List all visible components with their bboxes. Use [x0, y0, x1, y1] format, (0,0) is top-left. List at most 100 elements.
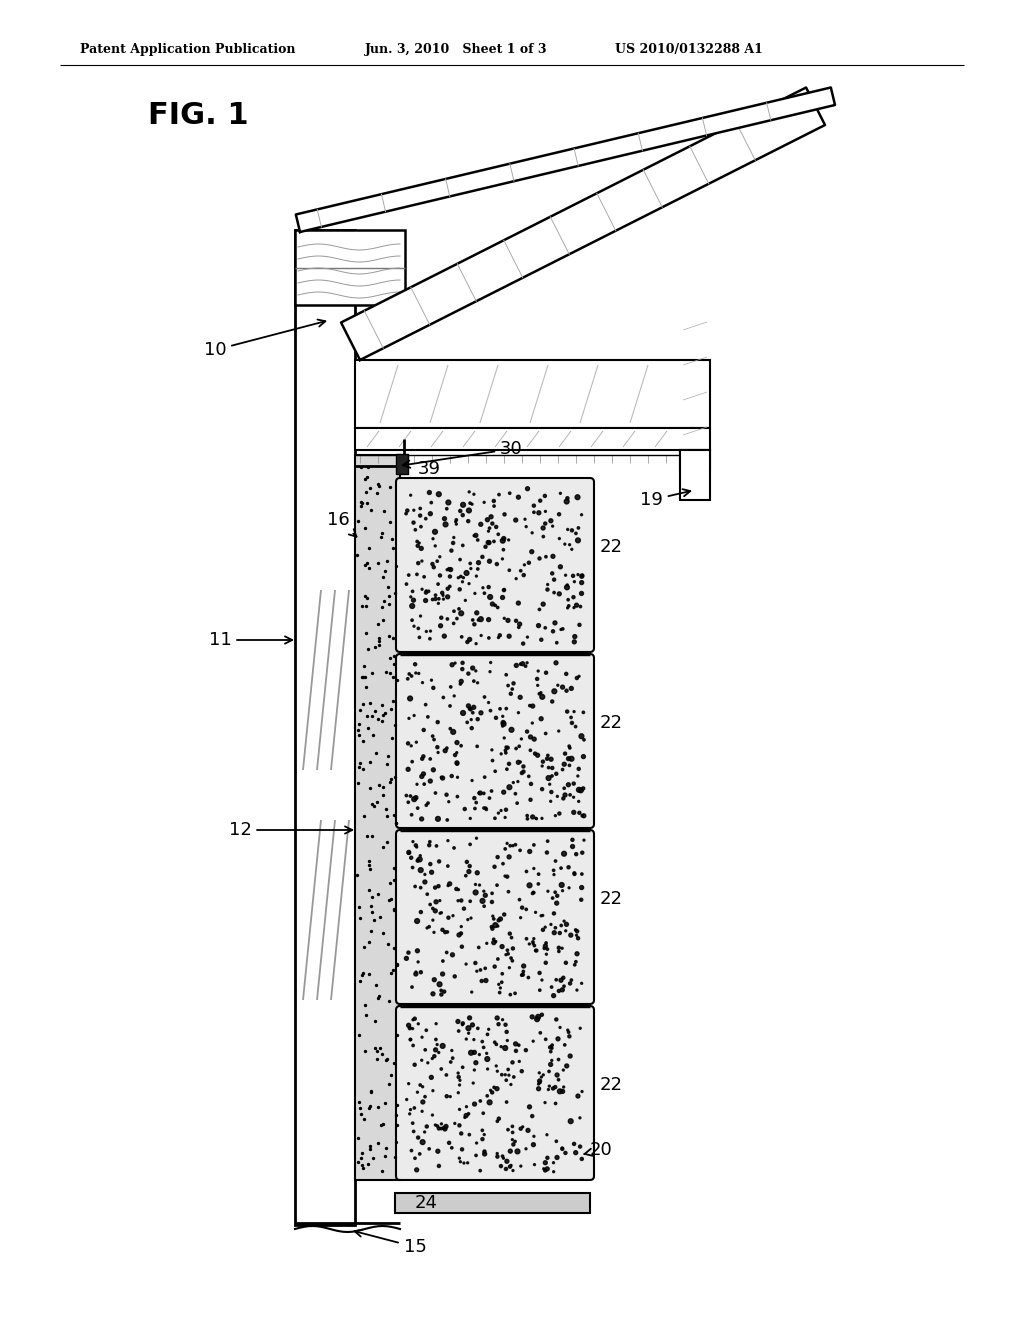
Point [427, 536, 443, 557]
Point [529, 668, 546, 689]
Point [502, 836, 518, 857]
Point [388, 954, 404, 975]
Point [457, 799, 473, 820]
Point [546, 569, 562, 590]
Point [569, 529, 586, 550]
Point [451, 568, 467, 589]
Point [548, 763, 564, 784]
Point [455, 652, 471, 673]
Point [492, 698, 508, 719]
Point [476, 492, 493, 513]
Point [452, 1098, 468, 1119]
Point [492, 982, 508, 1003]
Point [369, 1048, 385, 1069]
Point [382, 648, 398, 669]
Point [434, 582, 451, 603]
Point [442, 558, 459, 579]
Point [436, 981, 453, 1002]
Point [434, 767, 451, 788]
Point [532, 709, 549, 730]
Point [565, 586, 582, 607]
Point [360, 717, 377, 738]
Point [483, 780, 500, 801]
Point [484, 1082, 501, 1104]
Point [367, 1038, 383, 1059]
Point [544, 1038, 560, 1059]
Point [441, 874, 458, 895]
Point [505, 1160, 521, 1181]
Point [482, 652, 499, 673]
Point [422, 832, 438, 853]
Point [561, 738, 578, 759]
Point [554, 677, 570, 698]
Point [566, 626, 583, 647]
Point [493, 800, 509, 821]
Point [527, 902, 544, 923]
Point [461, 500, 477, 521]
Point [400, 792, 417, 813]
Point [453, 671, 469, 692]
Point [490, 1014, 507, 1035]
Point [506, 1067, 522, 1088]
Point [498, 739, 514, 760]
Point [528, 940, 545, 961]
Point [385, 960, 401, 981]
Point [446, 744, 463, 766]
Point [370, 553, 386, 574]
Point [495, 715, 511, 737]
Point [512, 907, 528, 928]
Point [544, 1035, 560, 1056]
Point [463, 709, 479, 730]
Point [436, 1117, 453, 1138]
Point [473, 702, 489, 723]
Point [400, 1015, 417, 1036]
Point [409, 564, 425, 585]
Point [489, 1146, 506, 1167]
Point [385, 627, 401, 648]
Point [550, 1069, 566, 1090]
Point [433, 1059, 450, 1080]
Point [505, 939, 521, 960]
Point [442, 718, 459, 739]
Point [558, 913, 574, 935]
Point [356, 667, 373, 688]
Point [434, 1035, 451, 1056]
Text: 22: 22 [600, 539, 623, 556]
Point [426, 1045, 442, 1067]
Point [450, 785, 466, 807]
Point [510, 593, 526, 614]
Point [523, 774, 540, 795]
Point [488, 516, 505, 537]
Point [559, 701, 575, 722]
Point [416, 566, 432, 587]
Point [445, 612, 462, 634]
Point [525, 858, 542, 879]
Point [573, 890, 590, 911]
Point [402, 586, 419, 607]
Point [493, 1036, 509, 1057]
Point [560, 595, 577, 616]
Point [519, 478, 536, 499]
Point [501, 560, 517, 581]
Point [382, 663, 398, 684]
Point [455, 1012, 471, 1034]
Point [503, 1155, 519, 1176]
Point [387, 556, 403, 577]
Point [434, 919, 451, 940]
Point [467, 799, 483, 820]
Point [349, 865, 366, 886]
Point [382, 768, 398, 789]
Point [495, 711, 511, 733]
Point [408, 834, 424, 855]
Point [417, 1122, 433, 1143]
Point [416, 719, 432, 741]
Point [501, 776, 517, 797]
Point [553, 970, 569, 991]
Point [551, 981, 567, 1002]
Point [358, 705, 375, 726]
Point [535, 919, 551, 940]
Point [360, 850, 377, 871]
Point [401, 664, 418, 685]
Point [520, 1119, 537, 1140]
Point [573, 726, 590, 747]
